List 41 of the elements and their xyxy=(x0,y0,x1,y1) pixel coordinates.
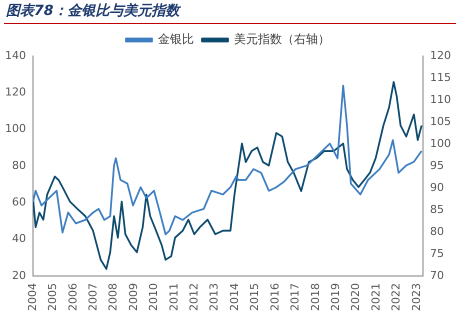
x-tick-label: 2023 xyxy=(410,283,423,312)
x-tick-label: 2012 xyxy=(188,283,201,312)
x-tick-label: 2017 xyxy=(288,283,302,312)
x-tick-label: 2010 xyxy=(147,283,160,312)
x-tick-label: 2022 xyxy=(390,283,403,312)
y-tick-label: 80 xyxy=(12,158,26,172)
y-tick-label: 20 xyxy=(12,268,26,282)
y2-tick-label: 70 xyxy=(430,268,444,282)
x-tick-label: 2009 xyxy=(126,283,140,312)
y2-tick-label: 90 xyxy=(430,180,444,194)
y-tick-label: 140 xyxy=(4,48,26,62)
legend-label: 金银比 xyxy=(158,32,194,46)
x-tick-label: 2006 xyxy=(66,283,80,312)
y2-tick-label: 100 xyxy=(430,136,452,150)
x-tick-label: 2020 xyxy=(349,283,362,312)
y-tick-label: 60 xyxy=(12,196,26,209)
y-tick-label: 40 xyxy=(12,232,26,246)
x-tick-label: 2004 xyxy=(26,283,39,312)
x-tick-label: 2018 xyxy=(308,283,322,312)
x-tick-label: 2008 xyxy=(106,283,120,312)
y-tick-label: 100 xyxy=(4,122,26,136)
y2-tick-label: 85 xyxy=(430,202,444,216)
y2-tick-label: 110 xyxy=(430,92,452,106)
x-tick-label: 2021 xyxy=(369,283,382,312)
x-tick-label: 2007 xyxy=(86,283,100,312)
y2-tick-label: 105 xyxy=(430,114,452,128)
x-tick-label: 2019 xyxy=(328,283,342,312)
y2-tick-label: 115 xyxy=(430,70,452,84)
x-tick-label: 2016 xyxy=(268,283,282,312)
y2-tick-label: 120 xyxy=(430,48,452,62)
y2-tick-label: 75 xyxy=(430,246,444,260)
x-tick-label: 2013 xyxy=(208,283,221,312)
x-tick-label: 2015 xyxy=(248,283,262,312)
y2-tick-label: 80 xyxy=(430,224,444,238)
chart-title: 图表78：金银比与美元指数 xyxy=(6,2,180,20)
y2-tick-label: 95 xyxy=(430,158,444,172)
x-tick-label: 2011 xyxy=(167,283,180,312)
y-tick-label: 120 xyxy=(4,86,26,99)
x-tick-label: 2014 xyxy=(228,283,241,312)
x-tick-label: 2005 xyxy=(46,283,60,312)
legend-label: 美元指数（右轴） xyxy=(234,32,330,46)
